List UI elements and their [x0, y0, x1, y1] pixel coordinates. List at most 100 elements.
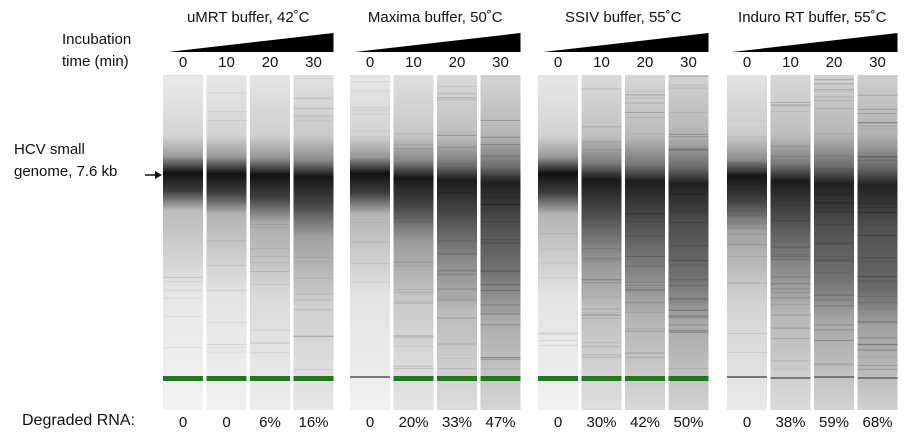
lane-label: 0 [366, 54, 374, 71]
gel-streak [293, 293, 334, 295]
gel-streak [437, 160, 477, 162]
gel-streak [437, 296, 477, 298]
time-wedge [168, 33, 334, 52]
gel-streak [480, 225, 521, 227]
gel-streak [293, 97, 334, 99]
gel-streak [480, 221, 521, 223]
gel-streak [437, 368, 477, 370]
gel-streak [480, 310, 521, 312]
gel-streak [163, 347, 203, 349]
gel-lane [250, 75, 290, 410]
gel-streak [625, 289, 665, 291]
gel-streak [814, 202, 854, 204]
gel-streak [293, 257, 334, 258]
gel-streak [250, 173, 290, 175]
degraded-value: 50% [673, 414, 703, 431]
gel-streak [857, 349, 898, 351]
gel-streak [350, 136, 390, 138]
gel-streak [538, 333, 578, 335]
gel-streak [293, 336, 334, 338]
gel-streak [581, 317, 622, 319]
degraded-value: 0 [179, 414, 187, 431]
gel-streak [480, 177, 521, 179]
gel-streak [625, 302, 665, 304]
gel-streak [770, 337, 811, 339]
marker-band [350, 376, 390, 378]
gel-streak [770, 256, 811, 258]
gel-streak [480, 242, 521, 244]
gel-streak [625, 133, 665, 135]
gel-streak [770, 283, 811, 285]
degraded-value: 0 [554, 414, 562, 431]
lane-label: 30 [492, 54, 509, 71]
gel-streak [727, 189, 767, 191]
panel-title: SSIV buffer, 55˚C [565, 9, 682, 26]
gel-streak [163, 276, 203, 278]
gel-streak [250, 194, 290, 196]
gel-streak [857, 308, 898, 310]
gel-streak [293, 368, 334, 370]
gel-streak [668, 331, 709, 333]
gel-streak [857, 321, 898, 323]
gel-streak [293, 209, 334, 211]
gel-streak [163, 280, 203, 282]
gel-streak [480, 136, 521, 138]
gel-streak [727, 333, 767, 334]
gel-lane [480, 75, 521, 410]
gel-streak [538, 191, 578, 193]
gel-streak [480, 120, 521, 121]
gel-streak [727, 282, 767, 284]
gel-streak [393, 261, 434, 263]
gel-streak [437, 134, 477, 136]
gel-streak [393, 144, 434, 146]
gel-streak [437, 273, 477, 275]
gel-streak [857, 356, 898, 358]
gel-streak [437, 298, 477, 300]
gel-streak [350, 262, 390, 264]
lane-label: 20 [449, 54, 466, 71]
gel-streak [857, 296, 898, 298]
gel-streak [727, 227, 767, 229]
gel-streak [668, 84, 709, 86]
gel-streak [814, 364, 854, 366]
gel-streak [581, 342, 622, 344]
gel-streak [625, 330, 665, 332]
gel-streak [668, 299, 709, 301]
gel-streak [814, 211, 854, 213]
gel-streak [480, 358, 521, 360]
gel-streak [206, 344, 247, 345]
degraded-value: 42% [630, 414, 660, 431]
gel-streak [437, 343, 477, 345]
gel-streak [668, 134, 709, 135]
gel-streak [393, 178, 434, 180]
gel-streak [393, 221, 434, 223]
gel-streak [625, 102, 665, 104]
gel-streak [727, 168, 767, 170]
degraded-label: Degraded RNA: [22, 412, 135, 429]
gel-streak [668, 260, 709, 261]
gel-streak [480, 176, 521, 178]
marker-band [293, 376, 334, 381]
gel-streak [770, 145, 811, 147]
gel-streak [393, 291, 434, 293]
gel-streak [437, 299, 477, 301]
lane-label: 30 [305, 54, 322, 71]
gel-streak [770, 194, 811, 196]
degraded-value: 20% [398, 414, 428, 431]
gel-streak [625, 255, 665, 257]
gel-streak [393, 335, 434, 337]
gel-streak [668, 310, 709, 311]
gel-streak [393, 338, 434, 340]
gel-streak [480, 271, 521, 273]
gel-streak [770, 104, 811, 106]
gel-lane [814, 75, 854, 410]
gel-streak [625, 265, 665, 267]
marker-band [206, 376, 247, 381]
gel-streak [668, 75, 709, 77]
gel-streak [293, 335, 334, 337]
gel-streak [250, 224, 290, 225]
gel-streak [480, 239, 521, 241]
gel-streak [857, 269, 898, 271]
gel-streak [350, 222, 390, 223]
gel-streak [437, 100, 477, 101]
